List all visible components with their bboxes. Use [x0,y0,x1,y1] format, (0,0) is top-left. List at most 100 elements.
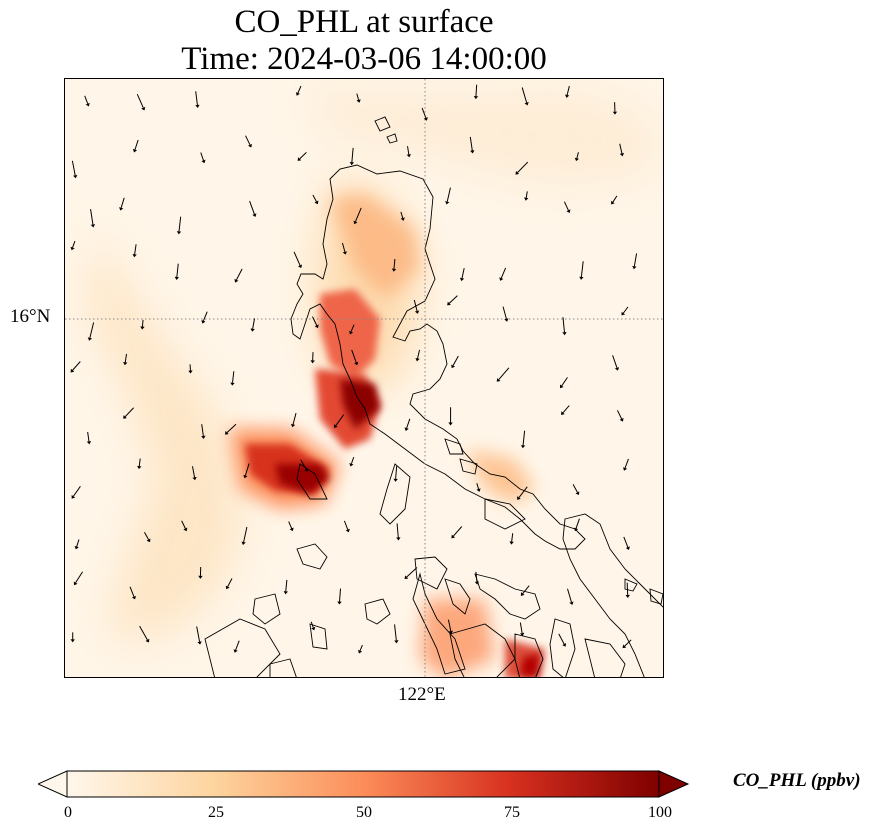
wind-vector [572,484,578,493]
wind-vector [297,85,302,94]
wind-vector [201,424,204,437]
wind-vector [232,371,235,383]
wind-vector-head [520,445,526,449]
colorbar-tick: 0 [64,804,72,821]
wind-vector [351,147,354,163]
wind-vector [576,152,579,159]
wind-vector-head [504,318,509,322]
wind-vector [452,355,459,366]
wind-vector [580,261,584,277]
map-panel [64,78,664,678]
wind-vector [124,407,134,417]
wind-vector [566,85,570,96]
wind-vector-head [224,430,229,435]
wind-vector [300,459,307,470]
wind-vector-head [622,644,627,649]
wind-vector [395,466,398,479]
wind-vector [72,240,76,248]
wind-vector-head [233,649,238,653]
wind-vector-head [250,328,255,332]
wind-vector-head [353,220,358,225]
wind-vector-head [396,537,401,541]
wind-vector-head [515,170,520,175]
wind-vector [406,567,418,578]
wind-vector-head [87,337,93,341]
wind-vector [293,251,301,266]
wind-vector [562,405,570,414]
wind-vector-head [448,630,453,635]
wind-vector-head [394,640,399,644]
wind-vector [623,536,629,548]
wind-vector [120,197,125,208]
wind-vector-head [304,468,309,472]
wind-vector-head [298,264,303,269]
wind-vector [525,191,528,198]
wind-vector [469,136,473,151]
wind-vector-head [295,92,300,96]
wind-vector [124,353,128,363]
colorbar-tick: 50 [356,804,372,821]
wind-vector-head [459,277,465,282]
plot-title-line-2: Time: 2024-03-06 14:00:00 [181,41,547,77]
wind-vector [227,578,233,587]
wind-vector [252,318,256,329]
wind-vector [243,526,248,543]
wind-vector-head [404,427,409,431]
wind-vector-head [474,581,480,585]
wind-vector [343,520,349,530]
colorbar-gradient [66,770,660,798]
wind-vector-head [176,231,182,235]
wind-vector-head [289,527,294,532]
wind-vector [90,209,94,225]
wind-vector [178,216,182,232]
wind-vector [249,200,255,215]
wind-vector [400,211,404,219]
wind-vector-head [470,150,475,154]
wind-vector-head [314,324,319,329]
wind-vector [285,579,288,592]
wind-vector [475,571,478,582]
wind-vector [235,268,243,281]
wind-vector-head [131,595,136,600]
wind-vector-head [612,111,618,115]
wind-vector-head [349,330,354,335]
wind-vector-head [520,592,525,596]
wind-vector [176,263,179,278]
wind-vector [196,626,201,642]
wind-vector-head [619,152,625,157]
wind-vector [446,187,451,202]
wind-vector-head [230,382,235,386]
wind-vector-head [406,154,411,158]
wind-vector [356,93,360,101]
wind-vector-head [198,575,203,579]
wind-vector-head [334,424,338,428]
wind-vector-head [404,575,409,580]
wind-vector-head [573,527,579,532]
wind-vector-head [415,357,420,362]
wind-vector [447,619,452,632]
wind-vector [350,324,355,332]
wind-vector-head [70,639,75,643]
wind-vector-head [252,213,257,217]
wind-vector [312,316,318,326]
wind-vector [73,486,81,497]
wind-vector [517,161,529,173]
wind-vector [626,582,629,596]
wind-vector [244,463,250,476]
wind-vector-head [349,462,354,467]
wind-vector [461,268,465,279]
wind-vector-head [195,104,200,109]
wind-vector [355,207,362,222]
wind-vector-head [188,370,193,374]
wind-vector-head [73,581,78,586]
wind-vector-head [562,643,567,647]
wind-vector-head [354,361,359,366]
wind-vector-head [283,591,288,595]
wind-vector [136,93,144,108]
wind-vector-head [358,649,363,654]
wind-vector-head [423,117,428,121]
wind-vector [616,410,623,420]
wind-vector [413,299,418,312]
wind-vector-head [192,476,197,481]
wind-vector-head [74,545,79,550]
